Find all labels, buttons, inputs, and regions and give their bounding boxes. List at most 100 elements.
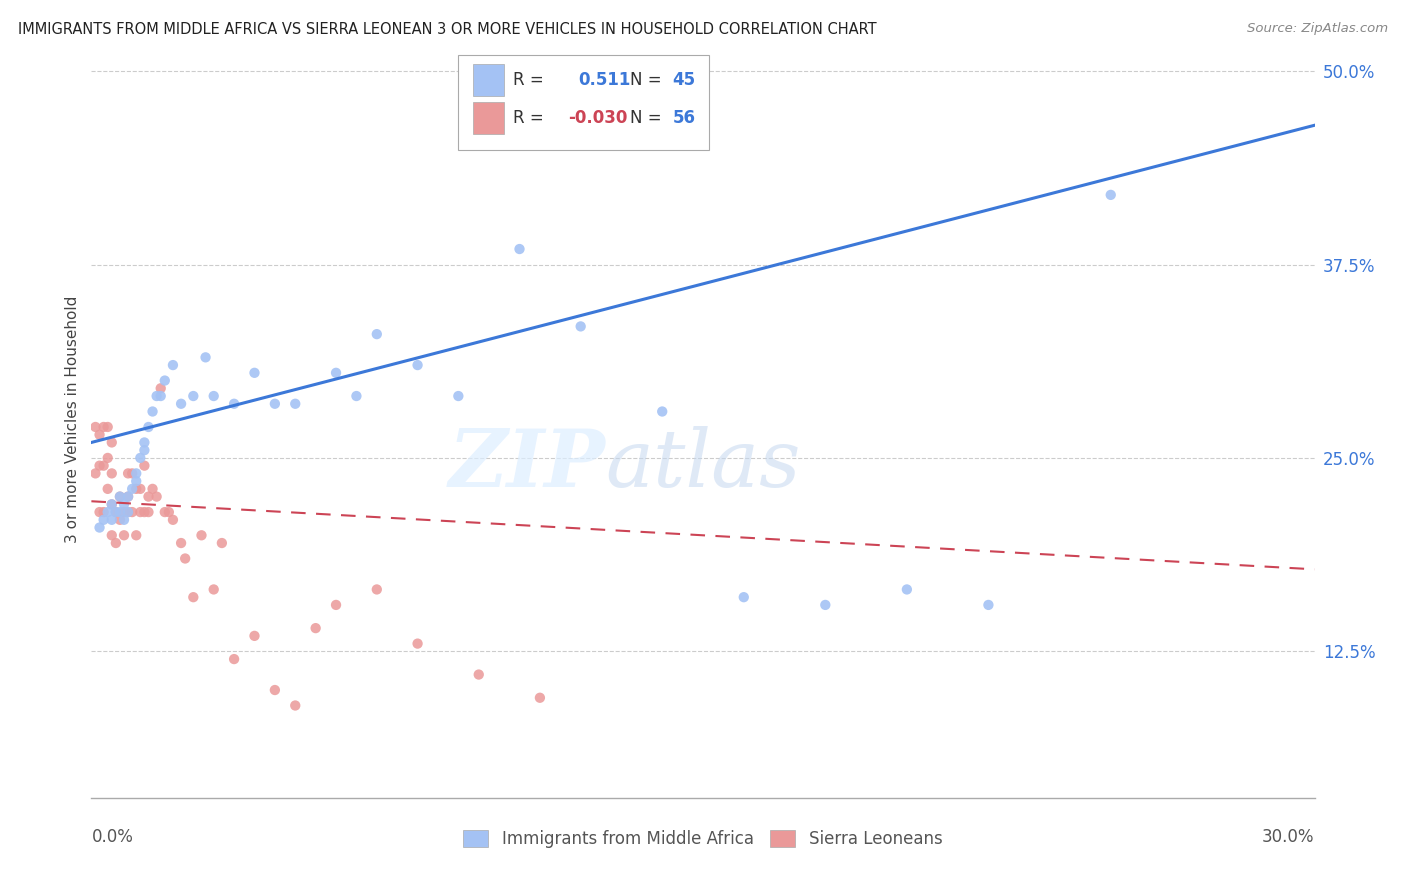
Point — [129, 505, 152, 519]
Point — [977, 598, 1000, 612]
Text: 0.511: 0.511 — [578, 71, 631, 89]
Point — [97, 420, 120, 434]
Point — [104, 536, 127, 550]
Point — [896, 582, 918, 597]
Point — [93, 505, 115, 519]
Point — [325, 598, 347, 612]
Point — [569, 319, 592, 334]
Text: 45: 45 — [672, 71, 696, 89]
FancyBboxPatch shape — [472, 103, 503, 134]
Point — [170, 397, 193, 411]
Point — [211, 536, 233, 550]
Point — [104, 505, 127, 519]
Point — [814, 598, 837, 612]
Point — [125, 474, 148, 488]
Point — [104, 505, 127, 519]
Point — [134, 443, 156, 458]
Point — [194, 351, 217, 365]
Point — [84, 467, 107, 481]
Legend: Immigrants from Middle Africa, Sierra Leoneans: Immigrants from Middle Africa, Sierra Le… — [457, 823, 949, 855]
Point — [651, 404, 673, 418]
Point — [138, 505, 160, 519]
Point — [346, 389, 368, 403]
Text: IMMIGRANTS FROM MIDDLE AFRICA VS SIERRA LEONEAN 3 OR MORE VEHICLES IN HOUSEHOLD : IMMIGRANTS FROM MIDDLE AFRICA VS SIERRA … — [18, 22, 877, 37]
Point — [97, 482, 120, 496]
Point — [406, 637, 429, 651]
Point — [89, 427, 111, 442]
Point — [141, 404, 163, 418]
Point — [284, 397, 307, 411]
Point — [149, 389, 172, 403]
Point — [121, 467, 143, 481]
Point — [190, 528, 212, 542]
Point — [129, 450, 152, 465]
Point — [183, 590, 205, 604]
Point — [145, 389, 167, 403]
Point — [89, 458, 111, 473]
Point — [117, 490, 139, 504]
Point — [733, 590, 755, 604]
FancyBboxPatch shape — [458, 55, 709, 150]
Point — [125, 482, 148, 496]
Point — [243, 366, 266, 380]
Point — [447, 389, 470, 403]
Text: 30.0%: 30.0% — [1263, 828, 1315, 846]
Point — [222, 397, 246, 411]
Text: -0.030: -0.030 — [568, 109, 628, 128]
Y-axis label: 3 or more Vehicles in Household: 3 or more Vehicles in Household — [65, 295, 80, 543]
Point — [112, 528, 135, 542]
Point — [264, 397, 287, 411]
Point — [406, 358, 429, 372]
Point — [101, 467, 124, 481]
Point — [93, 458, 115, 473]
Point — [117, 505, 139, 519]
Point — [93, 513, 115, 527]
Point — [108, 513, 131, 527]
Point — [1099, 187, 1122, 202]
Point — [125, 528, 148, 542]
Point — [112, 505, 135, 519]
Text: atlas: atlas — [605, 426, 800, 503]
Point — [325, 366, 347, 380]
Point — [84, 420, 107, 434]
Point — [162, 358, 184, 372]
Point — [141, 482, 163, 496]
Point — [202, 389, 225, 403]
Text: Source: ZipAtlas.com: Source: ZipAtlas.com — [1247, 22, 1388, 36]
Point — [138, 420, 160, 434]
Point — [112, 497, 135, 511]
Point — [366, 327, 388, 342]
Text: ZIP: ZIP — [449, 426, 605, 503]
Point — [125, 467, 148, 481]
Point — [467, 667, 491, 681]
Point — [117, 467, 139, 481]
Point — [108, 505, 131, 519]
Point — [112, 513, 135, 527]
Point — [89, 505, 111, 519]
Point — [138, 490, 160, 504]
Point — [101, 497, 124, 511]
Point — [153, 374, 176, 388]
Point — [149, 381, 172, 395]
Point — [97, 505, 120, 519]
Point — [108, 490, 131, 504]
Point — [162, 513, 184, 527]
Text: 56: 56 — [672, 109, 696, 128]
Point — [121, 505, 143, 519]
Point — [509, 242, 531, 256]
Text: N =: N = — [630, 109, 666, 128]
Point — [117, 490, 139, 504]
Text: N =: N = — [630, 71, 666, 89]
Point — [243, 629, 266, 643]
Point — [145, 490, 167, 504]
Text: R =: R = — [513, 109, 550, 128]
FancyBboxPatch shape — [472, 64, 503, 96]
Point — [153, 505, 176, 519]
Point — [129, 482, 152, 496]
Point — [529, 690, 551, 705]
Point — [121, 482, 143, 496]
Point — [101, 513, 124, 527]
Point — [304, 621, 326, 635]
Point — [170, 536, 193, 550]
Point — [134, 505, 156, 519]
